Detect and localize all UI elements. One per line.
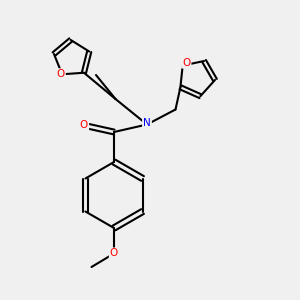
Text: O: O bbox=[56, 69, 65, 79]
Text: N: N bbox=[143, 118, 151, 128]
Text: O: O bbox=[110, 248, 118, 259]
Text: O: O bbox=[80, 119, 88, 130]
Text: O: O bbox=[182, 58, 190, 68]
